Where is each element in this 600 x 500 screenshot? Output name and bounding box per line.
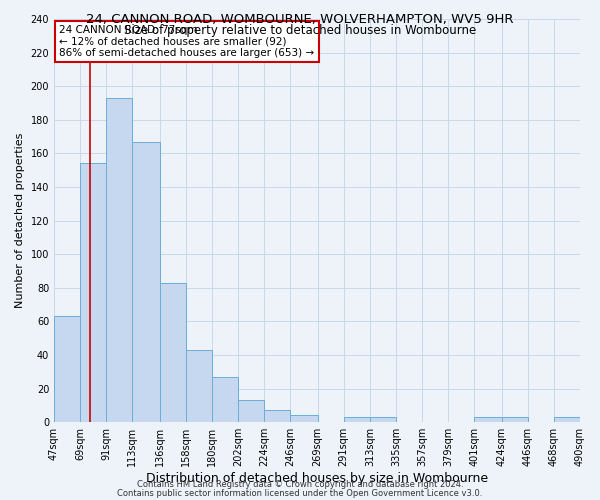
Bar bbox=[475, 417, 502, 422]
Bar bbox=[133, 142, 160, 422]
Bar bbox=[160, 283, 186, 422]
Bar bbox=[344, 417, 370, 422]
Bar bbox=[264, 410, 290, 422]
Bar bbox=[212, 377, 238, 422]
Text: Contains HM Land Registry data © Crown copyright and database right 2024.: Contains HM Land Registry data © Crown c… bbox=[137, 480, 463, 489]
Bar bbox=[502, 417, 528, 422]
Text: Contains public sector information licensed under the Open Government Licence v3: Contains public sector information licen… bbox=[118, 488, 482, 498]
Text: 24 CANNON ROAD: 77sqm
← 12% of detached houses are smaller (92)
86% of semi-deta: 24 CANNON ROAD: 77sqm ← 12% of detached … bbox=[59, 25, 314, 58]
Bar bbox=[238, 400, 264, 422]
X-axis label: Distribution of detached houses by size in Wombourne: Distribution of detached houses by size … bbox=[146, 472, 488, 485]
Text: Size of property relative to detached houses in Wombourne: Size of property relative to detached ho… bbox=[124, 24, 476, 37]
Bar bbox=[54, 316, 80, 422]
Text: 24, CANNON ROAD, WOMBOURNE, WOLVERHAMPTON, WV5 9HR: 24, CANNON ROAD, WOMBOURNE, WOLVERHAMPTO… bbox=[86, 12, 514, 26]
Bar bbox=[554, 417, 580, 422]
Bar bbox=[370, 417, 396, 422]
Bar bbox=[290, 416, 317, 422]
Bar bbox=[80, 164, 106, 422]
Bar bbox=[186, 350, 212, 422]
Y-axis label: Number of detached properties: Number of detached properties bbox=[15, 133, 25, 308]
Bar bbox=[106, 98, 133, 422]
